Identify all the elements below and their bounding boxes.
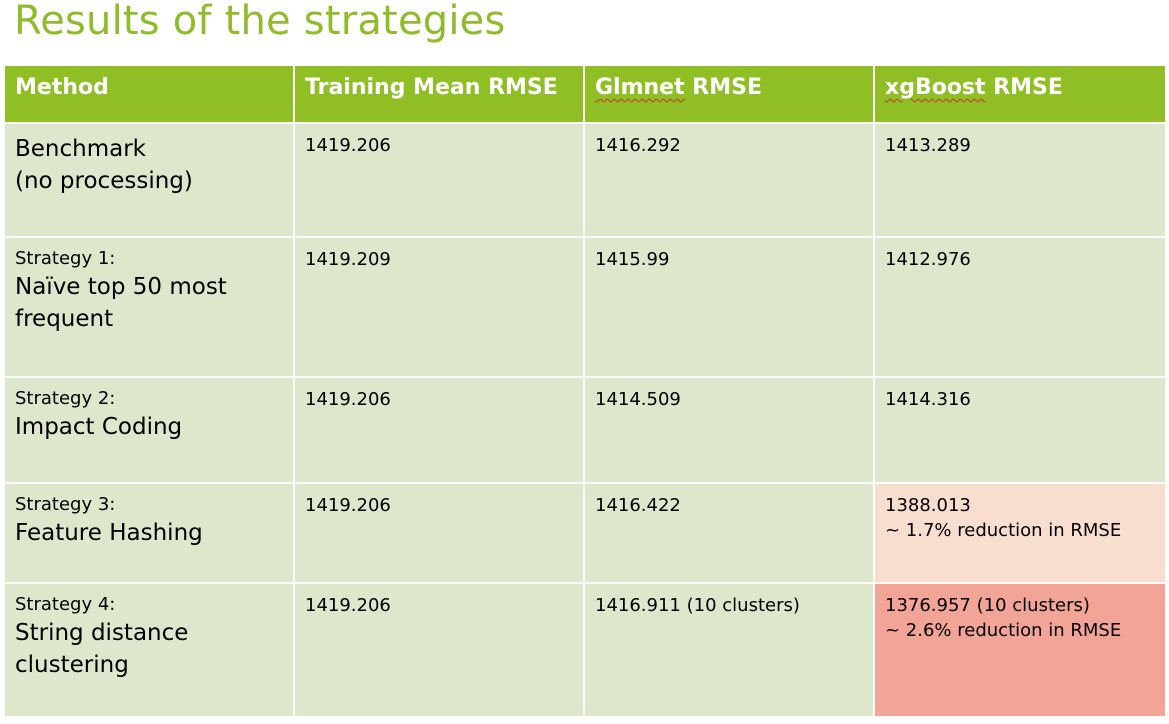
xgboost-rmse-value: 1376.957 (10 clusters): [885, 595, 1090, 616]
method-cell: Benchmark (no processing): [3, 122, 295, 238]
training-rmse-value: 1419.209: [305, 249, 391, 270]
xgboost-rmse-value: 1412.976: [885, 249, 971, 270]
table-row: Strategy 1: Naïve top 50 most frequent 1…: [3, 236, 1167, 378]
training-rmse-value: 1419.206: [305, 135, 391, 156]
glmnet-rmse-value: 1416.422: [595, 495, 681, 516]
header-xgboost-rmse: xgBoost RMSE: [873, 64, 1167, 124]
method-label-line: Feature Hashing: [15, 520, 203, 546]
strategy-label: Strategy 2:: [15, 388, 116, 409]
training-rmse-value: 1419.206: [305, 595, 391, 616]
xgboost-rmse-cell: 1413.289: [873, 122, 1167, 238]
glmnet-rmse-cell: 1416.911 (10 clusters): [583, 582, 875, 718]
method-label-line: Naïve top 50 most: [15, 274, 227, 300]
strategy-label: Strategy 1:: [15, 248, 116, 269]
method-label-line: Benchmark: [15, 136, 147, 162]
strategy-label: Strategy 4:: [15, 594, 116, 615]
glmnet-rest: RMSE: [684, 75, 762, 100]
xgboost-word: xgBoost: [885, 75, 986, 100]
header-method: Method: [3, 64, 295, 124]
xgboost-rmse-value: 1388.013: [885, 495, 971, 516]
table-row: Strategy 3: Feature Hashing 1419.206 141…: [3, 482, 1167, 584]
table-row: Strategy 4: String distance clustering 1…: [3, 582, 1167, 718]
table-row: Strategy 2: Impact Coding 1419.206 1414.…: [3, 376, 1167, 484]
method-cell: Strategy 3: Feature Hashing: [3, 482, 295, 584]
method-label-line: (no processing): [15, 168, 193, 194]
glmnet-rmse-cell: 1415.99: [583, 236, 875, 378]
glmnet-rmse-value: 1414.509: [595, 389, 681, 410]
method-label-line: frequent: [15, 306, 114, 332]
glmnet-rmse-value: 1416.911 (10 clusters): [595, 595, 800, 616]
glmnet-rmse-cell: 1416.422: [583, 482, 875, 584]
table-row: Benchmark (no processing) 1419.206 1416.…: [3, 122, 1167, 238]
xgboost-rest: RMSE: [985, 75, 1063, 100]
strategy-label: Strategy 3:: [15, 494, 116, 515]
xgboost-rmse-value: 1413.289: [885, 135, 971, 156]
method-label-line: Impact Coding: [15, 414, 183, 440]
xgboost-rmse-value: 1414.316: [885, 389, 971, 410]
glmnet-word: Glmnet: [595, 75, 685, 100]
header-row: Method Training Mean RMSE Glmnet RMSE xg…: [3, 64, 1167, 124]
results-table: Method Training Mean RMSE Glmnet RMSE xg…: [3, 64, 1167, 718]
xgboost-rmse-cell: 1414.316: [873, 376, 1167, 484]
header-training-mean-rmse: Training Mean RMSE: [293, 64, 585, 124]
glmnet-rmse-value: 1416.292: [595, 135, 681, 156]
glmnet-rmse-cell: 1414.509: [583, 376, 875, 484]
slide-title: Results of the strategies: [14, 0, 506, 44]
training-rmse-cell: 1419.206: [293, 376, 585, 484]
training-rmse-value: 1419.206: [305, 495, 391, 516]
training-rmse-cell: 1419.206: [293, 482, 585, 584]
training-rmse-value: 1419.206: [305, 389, 391, 410]
xgboost-rmse-cell-highlighted: 1376.957 (10 clusters) ~ 2.6% reduction …: [873, 582, 1167, 718]
xgboost-rmse-cell: 1412.976: [873, 236, 1167, 378]
method-cell: Strategy 1: Naïve top 50 most frequent: [3, 236, 295, 378]
rmse-reduction-note: ~ 1.7% reduction in RMSE: [885, 520, 1122, 541]
header-glmnet-rmse: Glmnet RMSE: [583, 64, 875, 124]
glmnet-rmse-value: 1415.99: [595, 249, 670, 270]
method-label-line: String distance: [15, 620, 189, 646]
method-cell: Strategy 4: String distance clustering: [3, 582, 295, 718]
xgboost-rmse-cell-highlighted: 1388.013 ~ 1.7% reduction in RMSE: [873, 482, 1167, 584]
training-rmse-cell: 1419.209: [293, 236, 585, 378]
training-rmse-cell: 1419.206: [293, 582, 585, 718]
method-label-line: clustering: [15, 652, 129, 678]
glmnet-rmse-cell: 1416.292: [583, 122, 875, 238]
method-cell: Strategy 2: Impact Coding: [3, 376, 295, 484]
training-rmse-cell: 1419.206: [293, 122, 585, 238]
rmse-reduction-note: ~ 2.6% reduction in RMSE: [885, 620, 1122, 641]
